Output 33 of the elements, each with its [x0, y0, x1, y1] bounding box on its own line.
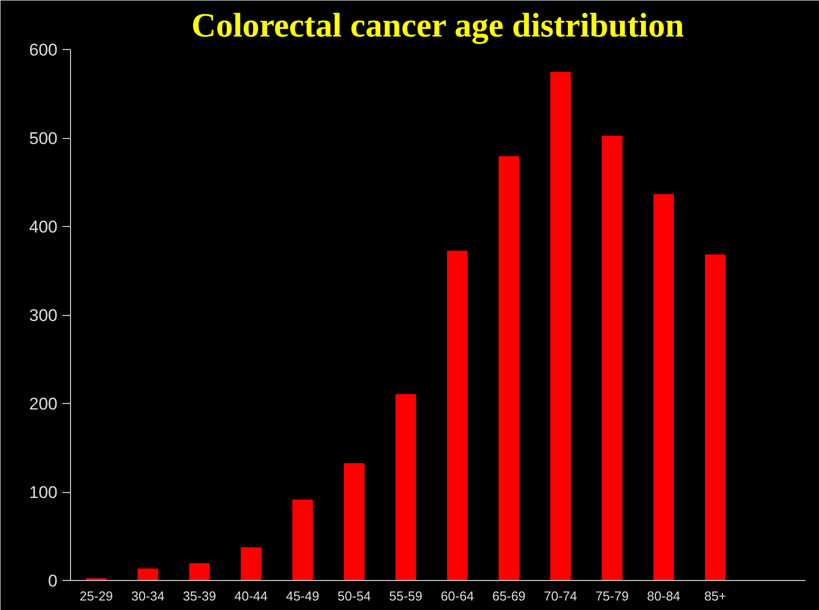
chart-title: Colorectal cancer age distribution — [191, 8, 684, 44]
y-tick-label: 300 — [29, 306, 58, 325]
bar — [550, 72, 571, 580]
x-tick-label: 35-39 — [182, 588, 216, 604]
x-tick-label: 85+ — [704, 588, 726, 604]
x-tick-label: 55-59 — [389, 588, 422, 604]
bar — [240, 547, 262, 580]
y-tick-label: 0 — [48, 572, 58, 590]
bar — [704, 254, 726, 580]
bar — [447, 250, 468, 580]
x-tick-label: 50-54 — [338, 588, 371, 604]
y-tick-label: 500 — [29, 129, 58, 148]
bar — [292, 499, 313, 580]
x-tick-label: 30-34 — [131, 588, 164, 604]
y-tick-label: 400 — [29, 218, 58, 236]
x-tick-label: 40-44 — [234, 588, 268, 604]
bar — [344, 463, 364, 580]
x-tick-label: 70-74 — [544, 588, 578, 604]
y-tick-label: 200 — [29, 394, 58, 414]
y-tick-label: 600 — [29, 40, 58, 60]
x-tick-label: 80-84 — [647, 588, 680, 604]
x-tick-label: 45-49 — [286, 588, 320, 604]
bar — [395, 394, 416, 580]
bar — [602, 136, 622, 580]
x-tick-label: 75-79 — [595, 588, 629, 604]
bar — [189, 563, 210, 580]
bar — [138, 568, 158, 580]
bar — [653, 194, 674, 580]
x-tick-label: 65-69 — [492, 588, 526, 604]
bar — [498, 156, 520, 580]
x-tick-label: 25-29 — [80, 588, 113, 604]
x-tick-label: 60-64 — [440, 588, 474, 604]
y-tick-label: 100 — [29, 483, 58, 502]
